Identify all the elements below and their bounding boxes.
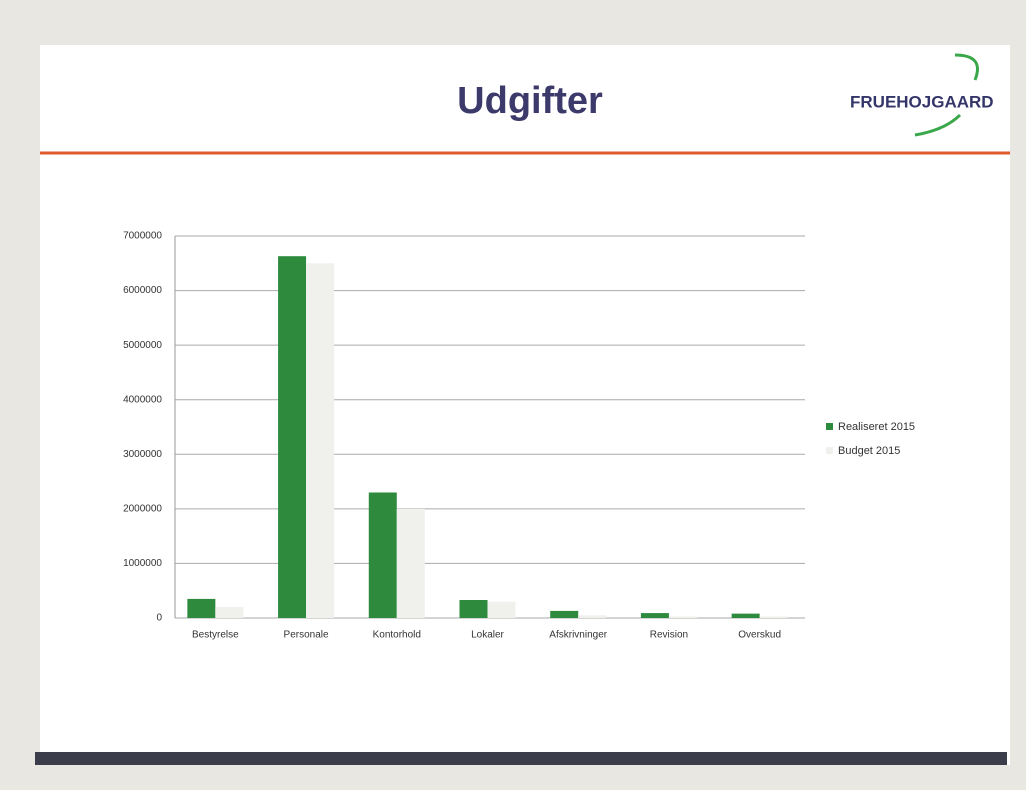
logo-arc xyxy=(954,53,979,81)
bar xyxy=(759,616,788,618)
bar xyxy=(368,492,397,618)
legend-label: Budget 2015 xyxy=(838,445,900,457)
y-tick-label: 1000000 xyxy=(123,558,162,569)
x-tick-label: Lokaler xyxy=(471,630,504,641)
legend-swatch xyxy=(826,423,833,430)
bar xyxy=(278,256,307,618)
slide-background xyxy=(40,45,1010,765)
logo-text: FRUEHOJGAARD xyxy=(850,92,994,111)
legend-swatch xyxy=(826,447,833,454)
logo-arc xyxy=(914,113,962,137)
x-tick-label: Afskrivninger xyxy=(549,630,607,641)
y-tick-label: 2000000 xyxy=(123,503,162,514)
x-tick-label: Revision xyxy=(650,630,688,641)
slide-title: Udgifter xyxy=(457,80,603,122)
y-tick-label: 5000000 xyxy=(123,340,162,351)
bar xyxy=(215,607,244,618)
bar xyxy=(459,599,488,618)
y-tick-label: 3000000 xyxy=(123,449,162,460)
x-tick-label: Overskud xyxy=(738,630,781,641)
x-tick-label: Kontorhold xyxy=(373,630,421,641)
y-tick-label: 7000000 xyxy=(123,231,162,242)
bar xyxy=(550,610,579,618)
footer-bar xyxy=(35,752,1007,765)
bar xyxy=(306,263,335,618)
x-tick-label: Bestyrelse xyxy=(192,630,239,641)
legend-label: Realiseret 2015 xyxy=(838,421,915,433)
y-tick-label: 0 xyxy=(156,613,162,624)
bar xyxy=(668,616,697,618)
bar xyxy=(578,615,607,618)
bar xyxy=(396,508,425,618)
y-tick-label: 6000000 xyxy=(123,285,162,296)
bar xyxy=(731,613,760,618)
bar xyxy=(487,601,516,618)
bar xyxy=(187,598,216,618)
x-tick-label: Personale xyxy=(284,630,329,641)
bar xyxy=(640,613,669,618)
y-tick-label: 4000000 xyxy=(123,394,162,405)
